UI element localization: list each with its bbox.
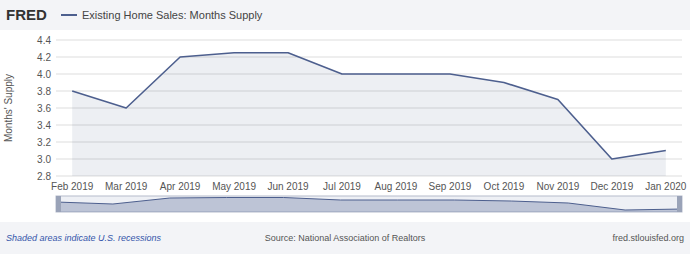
navigator-handle [677, 196, 682, 212]
y-axis: 2.8 3.0 3.2 3.4 3.6 3.8 4.0 4.2 4.4 [37, 35, 682, 182]
footer [0, 222, 690, 254]
annotation: Shaded areas indicate U.S. recessions [6, 233, 162, 243]
x-tick-label: Feb 2019 [51, 181, 94, 192]
x-tick-label: Mar 2019 [105, 181, 148, 192]
grid-line [56, 40, 682, 41]
y-tick-label: 4.4 [37, 35, 51, 46]
grid-line [56, 57, 682, 58]
legend-entry: Existing Home Sales: Months Supply [61, 9, 263, 21]
navigator-line [56, 198, 682, 211]
navigator-plot [56, 198, 682, 213]
x-tick-label: Jul 2019 [323, 181, 361, 192]
legend-label: Existing Home Sales: Months Supply [82, 9, 263, 21]
title: FRED [6, 6, 47, 23]
y-tick-label: 4.2 [37, 52, 51, 63]
x-tick-label: Aug 2019 [375, 181, 418, 192]
x-tick-label: Oct 2019 [484, 181, 525, 192]
annotation: fred.stlouisfed.org [612, 233, 684, 243]
area [72, 53, 666, 176]
y-tick-label: 3.2 [37, 137, 51, 148]
x-tick-label: Dec 2019 [590, 181, 633, 192]
y-tick-label: 3.6 [37, 103, 51, 114]
y-tick-label: 3.4 [37, 120, 51, 131]
x-tick-label: Jun 2019 [267, 181, 309, 192]
navigator-handle [56, 196, 61, 212]
x-tick-label: Sep 2019 [429, 181, 472, 192]
y-tick-label: 4.0 [37, 69, 51, 80]
x-axis: Feb 2019 Mar 2019 Apr 2019 May 2019 Jun 2019… [51, 181, 687, 192]
navigator [56, 196, 682, 212]
plot-area [72, 53, 666, 176]
x-tick-label: Jan 2020 [645, 181, 687, 192]
y-axis-label: Months' Supply [3, 74, 14, 142]
x-tick-label: May 2019 [212, 181, 256, 192]
x-tick-label: Nov 2019 [536, 181, 579, 192]
legend-swatch [61, 14, 77, 16]
annotation: Source: National Association of Realtors [265, 233, 426, 243]
y-tick-label: 3.0 [37, 154, 51, 165]
y-tick-label: 2.8 [37, 171, 51, 182]
header [0, 0, 690, 30]
chart: FRED Existing Home Sales: Months Supply 2.… [0, 0, 690, 254]
x-tick-label: Apr 2019 [160, 181, 201, 192]
navigator-area [56, 198, 682, 213]
y-tick-label: 3.8 [37, 86, 51, 97]
line [72, 53, 666, 159]
